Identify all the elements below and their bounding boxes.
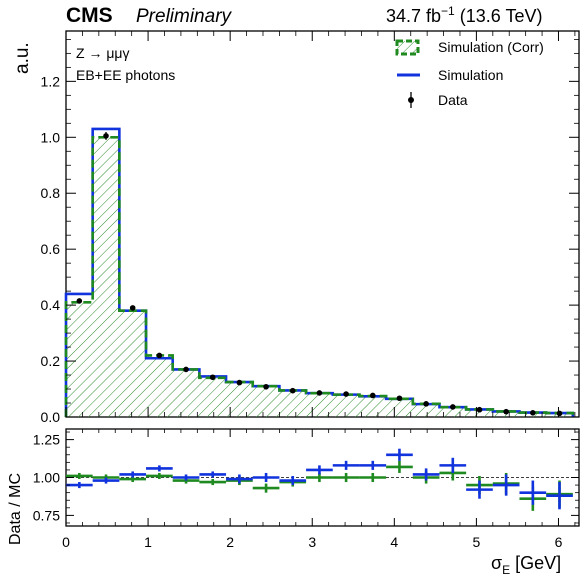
ratio-y-tick-label: 1.00 [33,470,60,486]
y-axis-label: a.u. [12,42,33,74]
sim-corr-bar [279,390,307,417]
sim-corr-bar [332,394,360,417]
y-tick-label: 0.6 [41,241,61,257]
data-point [236,379,243,386]
status-label: Preliminary [136,6,233,27]
data-point [369,392,376,399]
x-axis-label: σE [GeV] [491,553,561,577]
sim-corr-bar [119,310,147,417]
experiment-label: CMS [66,4,113,27]
ratio-y-tick-label: 0.75 [33,507,60,523]
data-point [450,404,456,410]
axes: 0 1 2 3 4 5 6 0.0 0.2 0.4 0.6 0.8 1.0 1.2 0.75 1.00 1.25 [33,31,579,550]
x-tick-label: 3 [308,534,316,550]
legend-swatch-sim-corr [395,39,420,56]
x-axis-subscript: E [502,563,510,577]
data-point [103,133,109,139]
ratio-y-tick-label: 1.25 [33,432,60,448]
data-point [129,305,136,311]
sim-corr-bar [359,396,387,417]
lumi-exponent: −1 [441,4,455,18]
data-point [263,383,269,390]
data-point [76,298,83,304]
sim-corr-bar [306,393,333,417]
sim-corr-bar [199,377,227,417]
sim-corr-bar [66,302,93,417]
x-axis-symbol: σ [491,553,502,573]
sim-corr-bar [412,403,440,417]
data-point [556,410,563,417]
data-point [316,390,323,396]
sim-corr-bar [172,369,200,417]
data-point [289,387,296,394]
y-tick-label: 0.8 [41,185,61,201]
main-panel: Z → μμγ EB+EE photons a.u. [12,42,175,83]
data-point [209,374,216,381]
sim-corr-bar [146,355,173,417]
x-tick-label: 5 [473,534,481,550]
lumi-label: 34.7 fb−1 (13.6 TeV) [386,4,542,26]
legend-label-data: Data [438,92,468,108]
y-tick-label: 1.0 [41,129,61,145]
x-tick-label: 1 [144,534,152,550]
sim-corr-bar [92,137,120,417]
legend: Simulation (Corr) Simulation Data [395,39,544,108]
data-point [423,401,429,407]
legend-label-sim-corr: Simulation (Corr) [438,39,544,55]
main-plot-marks [64,127,575,417]
ratio-panel: Data / MC [7,473,24,545]
y-tick-label: 0.4 [41,297,61,313]
x-tick-label: 0 [62,534,70,550]
ratio-plot-marks [66,448,579,511]
y-tick-label: 0.2 [41,353,61,369]
x-axis-unit: [GeV] [510,553,561,573]
sim-corr-bar [386,398,413,417]
data-point [183,366,189,373]
y-tick-label: 0.0 [41,409,61,425]
x-tick-label: 6 [555,534,563,550]
data-point [476,406,483,413]
sim-corr-bar [466,409,493,417]
data-point [396,395,403,402]
ratio-y-axis-label: Data / MC [7,473,24,545]
region-annotation: EB+EE photons [76,67,175,83]
legend-swatch-data [408,97,414,103]
data-point [343,391,349,397]
energy-label: (13.6 TeV) [460,6,543,26]
legend-label-simulation: Simulation [438,67,503,83]
sim-corr-step-line [64,135,575,417]
sim-corr-bar [439,407,467,417]
y-tick-label: 1.2 [41,73,61,89]
data-point [156,352,163,359]
process-annotation: Z → μμγ [76,45,129,61]
data-point [530,410,536,416]
x-tick-label: 4 [390,534,398,550]
lumi-value: 34.7 fb [386,6,441,26]
data-point [503,408,509,415]
sim-corr-bar [252,386,280,417]
x-tick-label: 2 [226,534,234,550]
